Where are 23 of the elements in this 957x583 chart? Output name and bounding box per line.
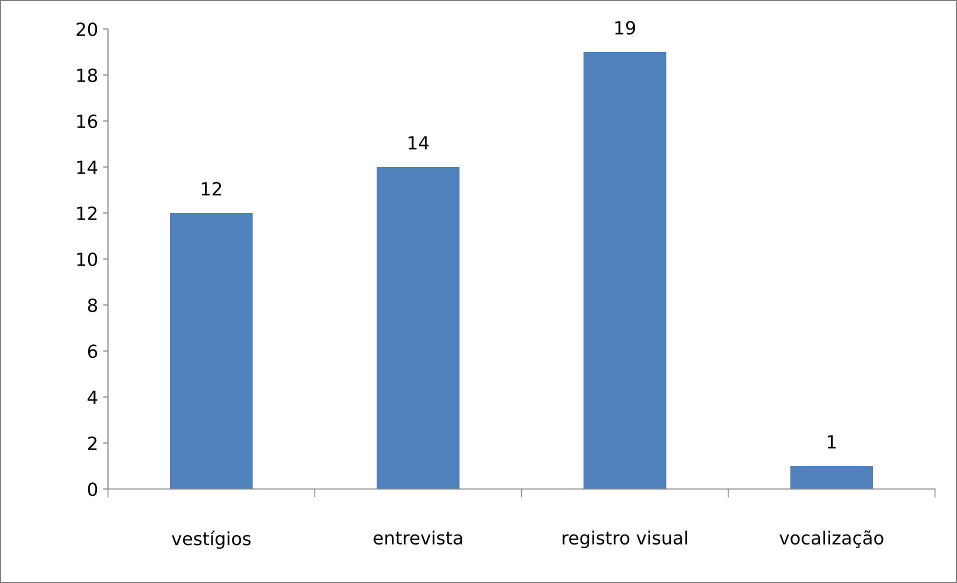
x-tick-label: registro visual (562, 530, 687, 548)
y-tick-label: 0 (88, 482, 98, 496)
y-tick-label: 10 (77, 252, 98, 266)
y-tick-label: 14 (77, 160, 98, 174)
y-tick-label: 16 (77, 114, 98, 128)
y-tick-label: 4 (88, 390, 98, 404)
data-label: 1 (828, 435, 836, 448)
bar (790, 466, 873, 489)
data-label: 12 (202, 182, 222, 196)
x-tick-label: entrevista (374, 530, 462, 545)
x-tick-label: vestígios (172, 530, 251, 549)
y-tick-label: 6 (88, 344, 98, 358)
y-tick-label: 8 (88, 298, 98, 312)
data-label: 19 (615, 20, 636, 35)
bar (376, 167, 460, 489)
data-label: 14 (408, 136, 429, 150)
bar (584, 52, 666, 489)
x-tick-label: vocalização (779, 530, 884, 548)
y-tick-label: 18 (77, 68, 98, 82)
y-tick-label: 20 (76, 22, 98, 36)
y-tick-label: 12 (77, 206, 96, 220)
bar (170, 213, 253, 489)
y-tick-label: 2 (88, 436, 96, 450)
